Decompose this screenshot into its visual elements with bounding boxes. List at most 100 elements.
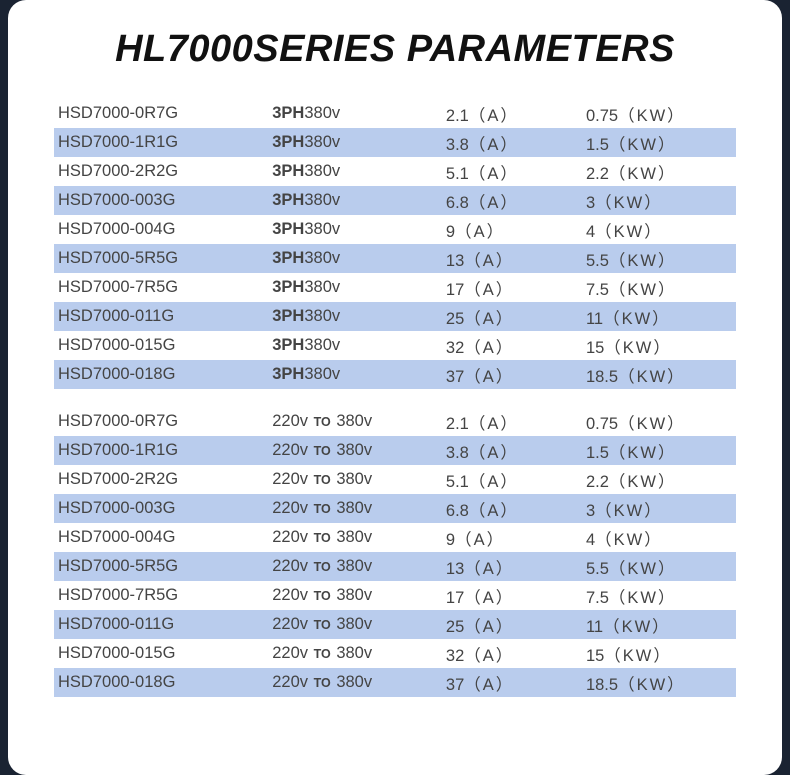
power-cell: 18.5（KW）	[586, 360, 736, 389]
model-cell: HSD7000-003G	[54, 186, 272, 215]
voltage-cell: 220v TO 380v	[272, 610, 436, 639]
model-cell: HSD7000-0R7G	[54, 407, 272, 436]
voltage-cell: 3PH380v	[272, 273, 436, 302]
current-cell: 2.1（A）	[436, 407, 586, 436]
voltage-cell: 3PH380v	[272, 128, 436, 157]
model-cell: HSD7000-7R5G	[54, 273, 272, 302]
power-cell: 0.75（KW）	[586, 407, 736, 436]
voltage-cell: 220v TO 380v	[272, 523, 436, 552]
current-cell: 37（A）	[436, 668, 586, 697]
current-cell: 32（A）	[436, 331, 586, 360]
model-cell: HSD7000-004G	[54, 215, 272, 244]
current-cell: 13（A）	[436, 244, 586, 273]
table-row: HSD7000-5R5G3PH380v13（A）5.5（KW）	[54, 244, 736, 273]
voltage-cell: 3PH380v	[272, 302, 436, 331]
power-cell: 5.5（KW）	[586, 244, 736, 273]
parameters-table-220to380: HSD7000-0R7G220v TO 380v2.1（A）0.75（KW）HS…	[54, 407, 736, 697]
voltage-cell: 220v TO 380v	[272, 494, 436, 523]
current-cell: 3.8（A）	[436, 436, 586, 465]
voltage-cell: 220v TO 380v	[272, 436, 436, 465]
current-cell: 13（A）	[436, 552, 586, 581]
table-row: HSD7000-011G3PH380v25（A）11（KW）	[54, 302, 736, 331]
current-cell: 2.1（A）	[436, 99, 586, 128]
power-cell: 1.5（KW）	[586, 128, 736, 157]
current-cell: 17（A）	[436, 581, 586, 610]
table-row: HSD7000-018G3PH380v37（A）18.5（KW）	[54, 360, 736, 389]
model-cell: HSD7000-018G	[54, 668, 272, 697]
power-cell: 15（KW）	[586, 331, 736, 360]
voltage-cell: 3PH380v	[272, 186, 436, 215]
table-row: HSD7000-015G3PH380v32（A）15（KW）	[54, 331, 736, 360]
current-cell: 17（A）	[436, 273, 586, 302]
table-row: HSD7000-7R5G220v TO 380v17（A）7.5（KW）	[54, 581, 736, 610]
voltage-cell: 3PH380v	[272, 215, 436, 244]
table-row: HSD7000-1R1G220v TO 380v3.8（A）1.5（KW）	[54, 436, 736, 465]
power-cell: 1.5（KW）	[586, 436, 736, 465]
voltage-cell: 220v TO 380v	[272, 552, 436, 581]
voltage-cell: 3PH380v	[272, 244, 436, 273]
table-row: HSD7000-018G220v TO 380v37（A）18.5（KW）	[54, 668, 736, 697]
model-cell: HSD7000-5R5G	[54, 552, 272, 581]
power-cell: 15（KW）	[586, 639, 736, 668]
current-cell: 6.8（A）	[436, 186, 586, 215]
table-row: HSD7000-0R7G3PH380v2.1（A）0.75（KW）	[54, 99, 736, 128]
current-cell: 9（A）	[436, 523, 586, 552]
power-cell: 0.75（KW）	[586, 99, 736, 128]
power-cell: 4（KW）	[586, 215, 736, 244]
power-cell: 2.2（KW）	[586, 465, 736, 494]
table-row: HSD7000-0R7G220v TO 380v2.1（A）0.75（KW）	[54, 407, 736, 436]
tables-container: HSD7000-0R7G3PH380v2.1（A）0.75（KW）HSD7000…	[8, 99, 782, 697]
power-cell: 7.5（KW）	[586, 273, 736, 302]
table-row: HSD7000-011G220v TO 380v25（A）11（KW）	[54, 610, 736, 639]
voltage-cell: 220v TO 380v	[272, 581, 436, 610]
parameters-card: HL7000SERIES PARAMETERS HSD7000-0R7G3PH3…	[8, 0, 782, 775]
model-cell: HSD7000-0R7G	[54, 99, 272, 128]
voltage-cell: 3PH380v	[272, 157, 436, 186]
model-cell: HSD7000-015G	[54, 639, 272, 668]
voltage-cell: 3PH380v	[272, 331, 436, 360]
model-cell: HSD7000-2R2G	[54, 465, 272, 494]
current-cell: 9（A）	[436, 215, 586, 244]
voltage-cell: 3PH380v	[272, 99, 436, 128]
voltage-cell: 220v TO 380v	[272, 465, 436, 494]
table-row: HSD7000-5R5G220v TO 380v13（A）5.5（KW）	[54, 552, 736, 581]
power-cell: 18.5（KW）	[586, 668, 736, 697]
power-cell: 3（KW）	[586, 494, 736, 523]
current-cell: 3.8（A）	[436, 128, 586, 157]
voltage-cell: 220v TO 380v	[272, 407, 436, 436]
voltage-cell: 220v TO 380v	[272, 668, 436, 697]
table-row: HSD7000-2R2G220v TO 380v5.1（A）2.2（KW）	[54, 465, 736, 494]
table-row: HSD7000-7R5G3PH380v17（A）7.5（KW）	[54, 273, 736, 302]
power-cell: 4（KW）	[586, 523, 736, 552]
model-cell: HSD7000-003G	[54, 494, 272, 523]
model-cell: HSD7000-5R5G	[54, 244, 272, 273]
current-cell: 25（A）	[436, 302, 586, 331]
current-cell: 25（A）	[436, 610, 586, 639]
power-cell: 11（KW）	[586, 302, 736, 331]
current-cell: 37（A）	[436, 360, 586, 389]
current-cell: 6.8（A）	[436, 494, 586, 523]
current-cell: 5.1（A）	[436, 157, 586, 186]
voltage-cell: 3PH380v	[272, 360, 436, 389]
power-cell: 5.5（KW）	[586, 552, 736, 581]
power-cell: 3（KW）	[586, 186, 736, 215]
model-cell: HSD7000-7R5G	[54, 581, 272, 610]
model-cell: HSD7000-2R2G	[54, 157, 272, 186]
table-row: HSD7000-015G220v TO 380v32（A）15（KW）	[54, 639, 736, 668]
table-row: HSD7000-2R2G3PH380v5.1（A）2.2（KW）	[54, 157, 736, 186]
power-cell: 11（KW）	[586, 610, 736, 639]
model-cell: HSD7000-011G	[54, 610, 272, 639]
table-row: HSD7000-003G220v TO 380v6.8（A）3（KW）	[54, 494, 736, 523]
model-cell: HSD7000-004G	[54, 523, 272, 552]
table-row: HSD7000-004G220v TO 380v9（A）4（KW）	[54, 523, 736, 552]
current-cell: 32（A）	[436, 639, 586, 668]
page-title: HL7000SERIES PARAMETERS	[8, 28, 782, 71]
table-row: HSD7000-003G3PH380v6.8（A）3（KW）	[54, 186, 736, 215]
model-cell: HSD7000-015G	[54, 331, 272, 360]
model-cell: HSD7000-018G	[54, 360, 272, 389]
power-cell: 2.2（KW）	[586, 157, 736, 186]
model-cell: HSD7000-1R1G	[54, 128, 272, 157]
parameters-table-3ph: HSD7000-0R7G3PH380v2.1（A）0.75（KW）HSD7000…	[54, 99, 736, 389]
table-row: HSD7000-004G3PH380v9（A）4（KW）	[54, 215, 736, 244]
current-cell: 5.1（A）	[436, 465, 586, 494]
